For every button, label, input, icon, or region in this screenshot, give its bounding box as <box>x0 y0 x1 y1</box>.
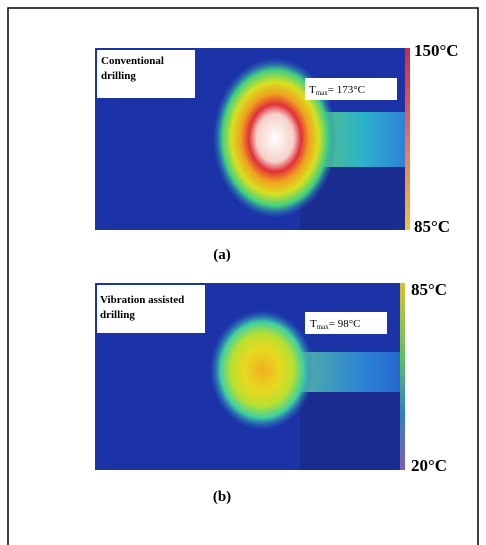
figure: Conventionaldrilling Tmax= 173°C 150°C 8… <box>0 0 486 545</box>
caption: (a) <box>213 247 231 263</box>
tmax-value: = 173°C <box>328 84 365 96</box>
tmax-subscript: max <box>316 89 329 97</box>
tmax-value: = 98°C <box>329 318 361 330</box>
scale-min: 20°C <box>411 456 447 475</box>
scale-min: 85°C <box>414 217 450 236</box>
workpiece <box>300 390 405 470</box>
heat-tail <box>298 352 405 392</box>
scale-max: 85°C <box>411 280 447 299</box>
colorbar <box>400 283 405 470</box>
caption: (b) <box>213 489 231 505</box>
scale-max: 150°C <box>414 41 459 60</box>
colorbar <box>405 48 410 230</box>
hot-spot <box>210 310 314 430</box>
tmax-subscript: max <box>317 323 330 331</box>
